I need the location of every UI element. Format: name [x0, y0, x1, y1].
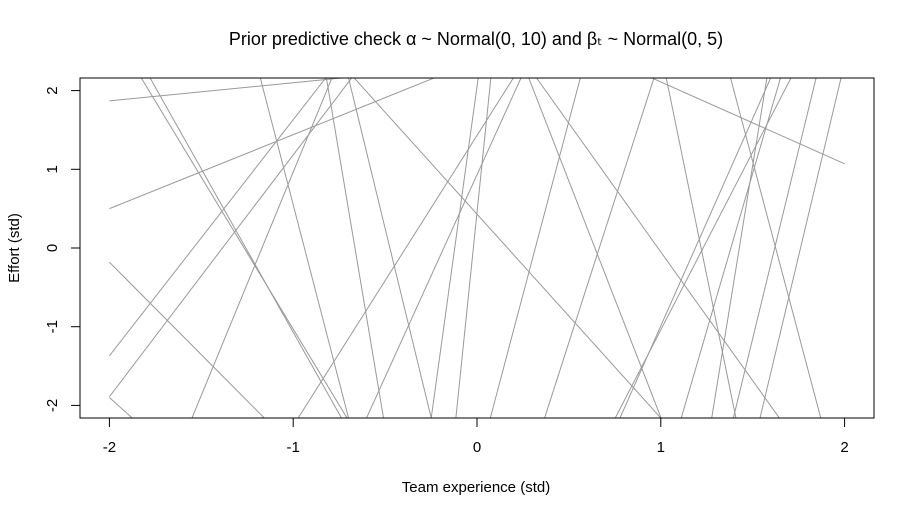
prior-line [109, 78, 353, 398]
y-tick-label: -1 [44, 320, 61, 333]
prior-line [455, 78, 492, 418]
y-tick-label: 0 [44, 244, 61, 252]
prior-line [109, 78, 347, 102]
y-tick-label: -2 [44, 399, 61, 412]
prior-line [109, 261, 265, 418]
x-tick-label: -1 [287, 439, 300, 456]
prior-line [365, 78, 522, 418]
x-tick-label: 1 [657, 439, 665, 456]
prior-line [614, 78, 792, 418]
plot-box [79, 77, 875, 419]
x-tick-label: -2 [103, 439, 116, 456]
prior-line [650, 78, 845, 165]
prior-line [535, 78, 781, 418]
y-tick-label: 1 [44, 165, 61, 173]
prior-line [711, 78, 768, 418]
prior-line [109, 78, 327, 357]
prior-line [140, 78, 348, 418]
x-axis-label: Team experience (std) [402, 479, 550, 496]
plot-lines [109, 78, 845, 418]
y-axis-label: Effort (std) [6, 213, 23, 283]
prior-line [665, 78, 737, 418]
prior-line [680, 78, 782, 418]
prior-line [149, 78, 343, 418]
prior-line [730, 78, 822, 418]
y-tick-label: 2 [44, 86, 61, 94]
prior-line [109, 78, 436, 210]
chart-title: Prior predictive check α ~ Normal(0, 10)… [229, 29, 723, 49]
prior-line [191, 78, 333, 418]
prior-line [297, 78, 514, 418]
x-tick-label: 2 [840, 439, 848, 456]
x-tick-label: 0 [473, 439, 481, 456]
prior-line [430, 78, 479, 418]
prior-line [619, 78, 772, 418]
